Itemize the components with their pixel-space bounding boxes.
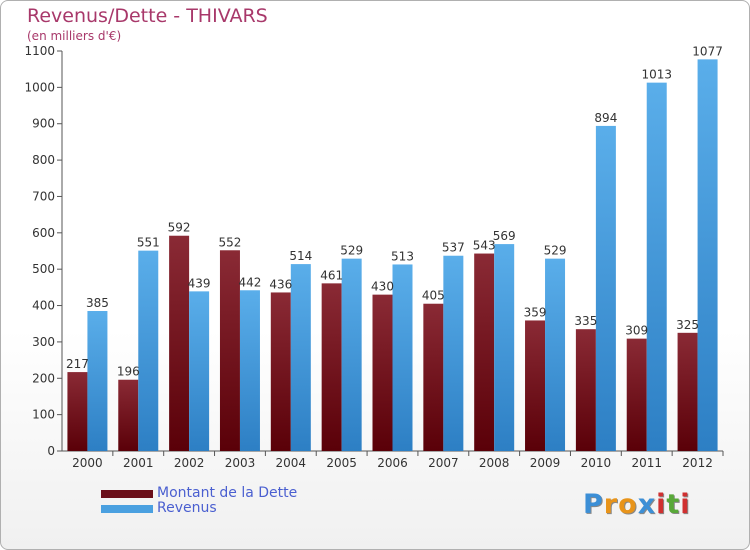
logo-letter: r xyxy=(603,489,619,520)
legend-swatch-revenus xyxy=(101,505,153,513)
data-label-dette-2007: 405 xyxy=(422,289,445,303)
data-label-revenus-2010: 894 xyxy=(594,111,617,125)
bar-revenus-2001 xyxy=(138,250,159,451)
bar-dette-2011 xyxy=(626,338,647,451)
x-tick-label: 2007 xyxy=(428,456,459,470)
y-tick-label: 500 xyxy=(32,262,55,276)
y-tick-label: 900 xyxy=(32,117,55,131)
x-tick-label: 2012 xyxy=(682,456,713,470)
bar-revenus-2006 xyxy=(392,264,413,451)
data-label-revenus-2012: 1077 xyxy=(692,44,723,58)
bar-dette-2003 xyxy=(219,250,240,451)
data-label-revenus-2001: 551 xyxy=(137,236,160,250)
logo-letter: o xyxy=(618,489,638,520)
data-label-dette-2008: 543 xyxy=(473,239,496,253)
data-label-dette-2003: 552 xyxy=(219,235,242,249)
legend-label-debt: Montant de la Dette xyxy=(157,485,298,501)
x-tick-label: 2002 xyxy=(174,456,205,470)
bar-chart: 0 100 200 300 400 500 600 700 800 900 1000 1100 2000… xyxy=(24,44,724,470)
data-label-dette-2004: 436 xyxy=(269,277,292,291)
logo-letter: i xyxy=(656,489,667,520)
bar-dette-2000 xyxy=(67,372,88,451)
data-label-revenus-2005: 529 xyxy=(340,244,363,258)
x-tick-label: 2003 xyxy=(225,456,256,470)
bar-dette-2008 xyxy=(474,253,495,451)
bar-dette-2002 xyxy=(169,235,190,451)
bar-dette-2006 xyxy=(372,294,393,451)
data-label-dette-2012: 325 xyxy=(676,318,699,332)
data-label-revenus-2003: 442 xyxy=(239,275,262,289)
bar-revenus-2000 xyxy=(87,311,108,451)
data-label-revenus-2008: 569 xyxy=(493,229,516,243)
y-tick-label: 700 xyxy=(32,189,55,203)
x-tick-label: 2006 xyxy=(377,456,408,470)
bar-revenus-2008 xyxy=(494,244,515,451)
y-tick-label: 1000 xyxy=(24,80,55,94)
x-tick-label: 2004 xyxy=(276,456,307,470)
x-tick-label: 2001 xyxy=(123,456,154,470)
bar-dette-2012 xyxy=(677,332,698,451)
data-label-dette-2000: 217 xyxy=(66,357,89,371)
bar-revenus-2007 xyxy=(443,255,464,451)
logo-letter: P xyxy=(583,489,604,520)
data-label-revenus-2000: 385 xyxy=(86,296,109,310)
chart-title: Revenus/Dette - THIVARS xyxy=(27,5,268,27)
x-tick-label: 2010 xyxy=(581,456,612,470)
data-label-revenus-2006: 513 xyxy=(391,249,414,263)
data-label-dette-2011: 309 xyxy=(625,324,648,338)
data-label-dette-2006: 430 xyxy=(371,280,394,294)
bar-revenus-2011 xyxy=(646,82,667,452)
logo-letter: t xyxy=(666,489,681,520)
bar-dette-2001 xyxy=(118,379,139,451)
bar-dette-2009 xyxy=(525,320,546,451)
data-label-dette-2001: 196 xyxy=(117,365,140,379)
bar-dette-2007 xyxy=(423,303,444,451)
bar-dette-2005 xyxy=(321,283,342,451)
y-tick-label: 300 xyxy=(32,335,55,349)
bar-dette-2010 xyxy=(575,329,596,451)
data-label-revenus-2002: 439 xyxy=(188,276,211,290)
bar-revenus-2002 xyxy=(189,291,210,451)
chart-subtitle: (en milliers d'€) xyxy=(27,29,122,43)
data-label-revenus-2007: 537 xyxy=(442,241,465,255)
logo-letter: x xyxy=(637,489,657,520)
data-label-dette-2009: 359 xyxy=(524,305,547,319)
bar-revenus-2009 xyxy=(545,258,566,451)
data-label-dette-2002: 592 xyxy=(168,221,191,235)
x-tick-label: 2000 xyxy=(72,456,103,470)
proxiti-logo: Proxiti xyxy=(583,489,691,520)
legend-label-revenus: Revenus xyxy=(157,500,217,516)
bar-revenus-2003 xyxy=(239,290,260,451)
data-label-dette-2005: 461 xyxy=(320,268,343,282)
y-tick-label: 200 xyxy=(32,371,55,385)
x-tick-label: 2011 xyxy=(631,456,662,470)
x-tick-label: 2008 xyxy=(479,456,510,470)
data-label-dette-2010: 335 xyxy=(574,314,597,328)
data-label-revenus-2009: 529 xyxy=(544,244,567,258)
bar-group xyxy=(67,59,718,452)
bar-revenus-2005 xyxy=(341,258,362,451)
legend-swatch-debt xyxy=(101,490,153,498)
bar-revenus-2010 xyxy=(595,125,616,451)
data-label-revenus-2004: 514 xyxy=(289,249,312,263)
data-label-group: 217 385 196 551 592 439 552 442 436 514 461 529 430 5… xyxy=(66,44,723,378)
bar-dette-2004 xyxy=(270,292,291,451)
bar-revenus-2004 xyxy=(290,264,311,451)
y-tick-label: 800 xyxy=(32,153,55,167)
y-tick-label: 400 xyxy=(32,299,55,313)
data-label-revenus-2011: 1013 xyxy=(641,68,672,82)
y-tick-label: 0 xyxy=(47,444,55,458)
y-tick-label: 1100 xyxy=(24,44,55,58)
logo-letter: i xyxy=(680,489,691,520)
x-tick-label: 2009 xyxy=(530,456,561,470)
y-tick-label: 600 xyxy=(32,226,55,240)
y-tick-label: 100 xyxy=(32,408,55,422)
x-tick-label: 2005 xyxy=(326,456,357,470)
bar-revenus-2012 xyxy=(697,59,718,451)
